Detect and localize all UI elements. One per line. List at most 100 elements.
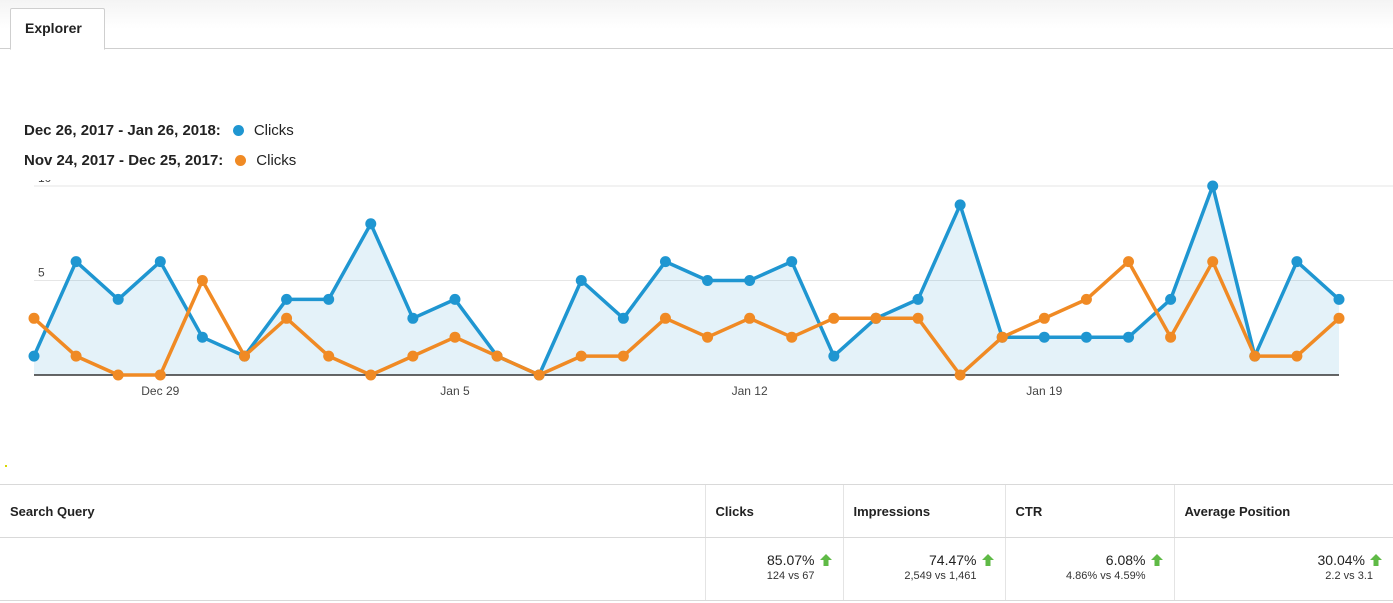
summary-impressions-cell: 74.47% 2,549 vs 1,461 — [842, 537, 1005, 601]
clicks-comparison: 124 vs 67 — [766, 570, 815, 582]
col-header-average-position[interactable]: Average Position — [1173, 484, 1393, 538]
summary-ctr-cell: 6.08% 4.86% vs 4.59% — [1004, 537, 1174, 601]
decorative-dot — [5, 465, 7, 467]
col-header-clicks[interactable]: Clicks — [704, 484, 843, 538]
series-0-point — [1038, 331, 1050, 343]
series-1-point — [238, 350, 250, 362]
series-1-point — [1123, 256, 1135, 268]
legend-previous: Nov 24, 2017 - Dec 25, 2017: Clicks — [24, 152, 296, 169]
series-0-point — [449, 293, 461, 305]
series-1-point — [996, 331, 1008, 343]
series-0-point — [1333, 293, 1345, 305]
series-1-point — [365, 369, 377, 381]
series-1-point — [154, 369, 166, 381]
position-change: 30.04% — [1317, 552, 1365, 568]
up-arrow-icon — [819, 554, 832, 566]
clicks-change: 85.07% — [767, 552, 815, 568]
position-comparison: 2.2 vs 3.1 — [1325, 570, 1373, 582]
ctr-change: 6.08% — [1105, 552, 1146, 568]
up-arrow-icon — [1370, 554, 1382, 566]
series-1-point — [281, 312, 293, 324]
legend-current: Dec 26, 2017 - Jan 26, 2018: Clicks — [24, 122, 294, 139]
series-area-0 — [34, 186, 1339, 375]
clicks-line-chart: 5 10 Dec 29 Jan 5 Jan 12 Jan 19 — [28, 180, 1393, 398]
series-0-point — [954, 199, 966, 211]
table-header-row: Search Query Clicks Impressions CTR Aver… — [0, 484, 1393, 538]
series-0-point — [323, 293, 335, 305]
series-0-point — [575, 275, 587, 286]
impressions-comparison: 2,549 vs 1,461 — [904, 570, 977, 582]
series-0-point — [196, 331, 208, 343]
series-0-point — [1080, 331, 1092, 343]
series-1-point — [1207, 256, 1219, 268]
series-1-point — [1080, 293, 1092, 305]
series-0-point — [786, 256, 798, 268]
series-1-point — [407, 350, 419, 362]
series-0-point — [28, 350, 40, 362]
series-1-point — [828, 312, 840, 324]
series-1-point — [1038, 312, 1050, 324]
series-1-point — [112, 369, 124, 381]
series-0-point — [744, 275, 756, 286]
legend-previous-dot-icon — [235, 155, 247, 166]
series-0-point — [1165, 293, 1177, 305]
series-1-point — [702, 331, 714, 343]
search-query-table: Search Query Clicks Impressions CTR Aver… — [0, 484, 1393, 601]
series-1-point — [659, 312, 671, 324]
series-0-point — [407, 312, 419, 324]
series-1-point — [323, 350, 335, 362]
tab-explorer[interactable]: Explorer — [10, 8, 105, 50]
series-1-point — [617, 350, 629, 362]
series-1-point — [912, 312, 924, 324]
series-0-point — [70, 256, 82, 268]
series-1-point — [744, 312, 756, 324]
summary-position-cell: 30.04% 2.2 vs 3.1 — [1173, 537, 1393, 601]
series-0-point — [1123, 331, 1135, 343]
series-1-point — [1249, 350, 1261, 362]
series-0-point — [702, 275, 714, 286]
x-tick-label: Jan 5 — [440, 384, 470, 398]
impressions-change: 74.47% — [929, 552, 977, 568]
series-0-point — [112, 293, 124, 305]
series-1-point — [870, 312, 882, 324]
x-tick-label: Jan 19 — [1026, 384, 1062, 398]
x-tick-label: Jan 12 — [732, 384, 768, 398]
series-0-point — [1207, 180, 1219, 192]
legend-current-metric: Clicks — [253, 122, 294, 139]
ctr-comparison: 4.86% vs 4.59% — [1066, 570, 1146, 582]
series-1-point — [70, 350, 82, 362]
series-0-point — [1291, 256, 1303, 268]
series-1-point — [1333, 312, 1345, 324]
series-line-0 — [32, 184, 1341, 377]
series-1-point — [533, 369, 545, 381]
series-1-point — [491, 350, 503, 362]
legend-current-range: Dec 26, 2017 - Jan 26, 2018: — [24, 122, 221, 139]
legend-current-dot-icon — [232, 125, 244, 136]
series-0-point — [828, 350, 840, 362]
col-header-ctr[interactable]: CTR — [1004, 484, 1174, 538]
series-1-point — [449, 331, 461, 343]
legend-previous-range: Nov 24, 2017 - Dec 25, 2017: — [24, 152, 224, 169]
summary-clicks-cell: 85.07% 124 vs 67 — [704, 537, 843, 601]
up-arrow-icon — [981, 554, 994, 566]
series-0-point — [154, 256, 166, 268]
col-header-search-query[interactable]: Search Query — [0, 484, 705, 538]
series-0-point — [281, 293, 293, 305]
series-0-point — [659, 256, 671, 268]
series-1-point — [954, 369, 966, 381]
legend-previous-metric: Clicks — [256, 152, 297, 169]
series-1-point — [1291, 350, 1303, 362]
table-summary-row: 85.07% 124 vs 67 74.47% 2,549 vs 1,461 6… — [0, 537, 1393, 601]
series-line-1 — [32, 259, 1341, 377]
col-header-impressions[interactable]: Impressions — [842, 484, 1005, 538]
series-0-point — [365, 218, 377, 230]
y-tick-label: 10 — [38, 180, 52, 185]
series-0-point — [617, 312, 629, 324]
series-1-point — [196, 275, 208, 286]
x-tick-label: Dec 29 — [141, 384, 179, 398]
series-1-point — [786, 331, 798, 343]
series-1-point — [1165, 331, 1177, 343]
summary-query-cell — [0, 537, 705, 601]
tab-bar: Explorer — [0, 0, 1393, 50]
series-0-point — [912, 293, 924, 305]
